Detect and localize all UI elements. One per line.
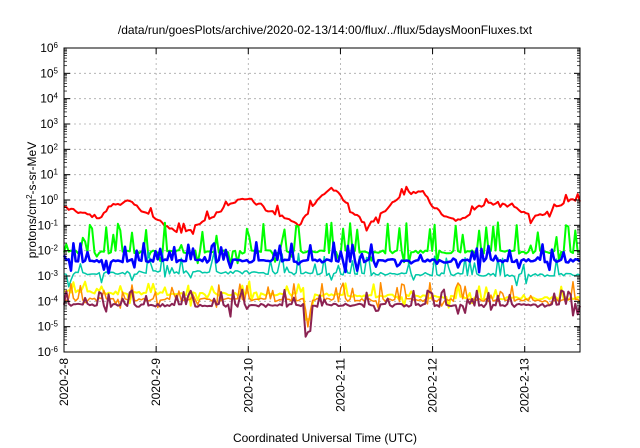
- y-tick-label: 101: [40, 167, 58, 182]
- x-tick-label: 2020-2-8: [57, 358, 71, 406]
- x-tick-label: 2020-2-11: [333, 358, 347, 412]
- y-axis-label-rest: -s-sr-MeV: [25, 142, 39, 195]
- x-tick-label: 2020-2-10: [241, 358, 255, 413]
- chart-title: /data/run/goesPlots/archive/2020-02-13/1…: [118, 23, 533, 37]
- y-tick-label: 102: [40, 142, 58, 157]
- x-tick-label: 2020-2-12: [426, 358, 440, 413]
- y-tick-label: 10-6: [38, 345, 59, 360]
- x-axis-label: Coordinated Universal Time (UTC): [233, 431, 417, 445]
- series-line-7: [63, 288, 581, 338]
- x-tick-label: 2020-2-13: [518, 358, 532, 413]
- y-tick-label: 105: [40, 66, 58, 81]
- y-tick-label: 106: [40, 41, 58, 56]
- y-tick-label: 10-2: [38, 243, 59, 258]
- y-tick-label: 103: [40, 117, 58, 132]
- y-tick-label: 10-4: [38, 294, 59, 309]
- y-tick-label: 10-3: [38, 269, 59, 284]
- series-line-1: [63, 185, 581, 235]
- y-axis-label-sup: 2: [25, 194, 34, 199]
- x-tick-label: 2020-2-9: [149, 358, 163, 406]
- y-tick-label: 104: [40, 91, 58, 106]
- series-line-2: [63, 221, 580, 266]
- y-axis-label-main: protons/cm: [25, 199, 39, 258]
- series-line-4: [62, 241, 581, 275]
- y-axis-ticks: 10-6 10-5 10-4 10-3 10-2 10-1 100 101 102 103 104 1…: [38, 41, 580, 360]
- y-tick-label: 100: [40, 193, 58, 208]
- y-axis-label: protons/cm2-s-sr-MeV: [25, 142, 40, 258]
- series-group: [62, 185, 581, 338]
- y-tick-label: 10-5: [38, 319, 59, 334]
- series-line-5: [64, 280, 581, 321]
- series-line-6: [63, 281, 581, 328]
- y-tick-label: 10-1: [38, 218, 59, 233]
- x-axis-ticks: 2020-2-8 2020-2-9 2020-2-10 2020-2-11 2020-2…: [57, 48, 532, 413]
